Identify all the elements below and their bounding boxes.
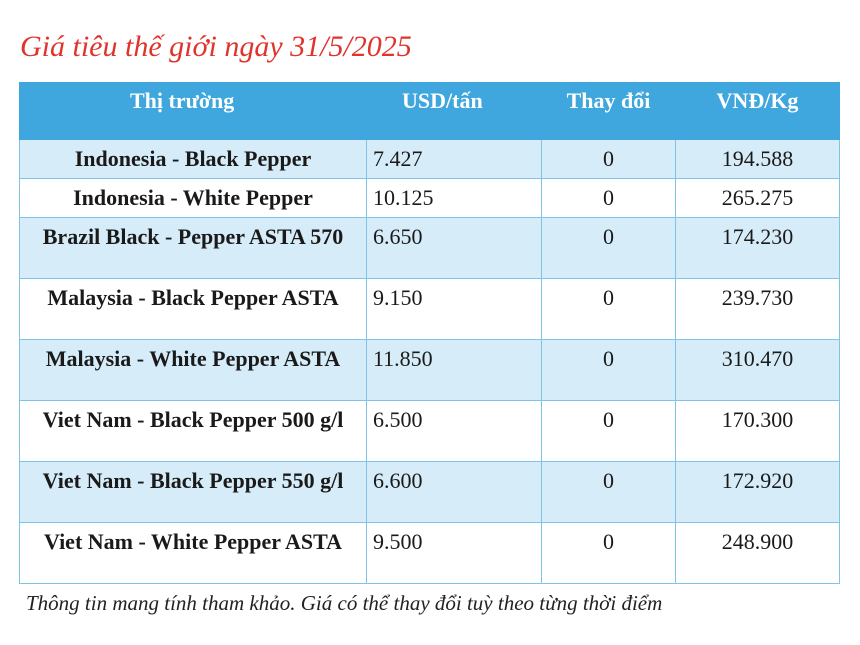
change-cell: 0 [541,278,676,340]
vnd-cell: 265.275 [675,178,840,218]
table-row: Malaysia - White Pepper ASTA 11.850 0 31… [19,339,840,401]
change-cell: 0 [541,139,676,179]
table-row: Indonesia - Black Pepper 7.427 0 194.588 [19,139,840,179]
table-row: Indonesia - White Pepper 10.125 0 265.27… [19,178,840,218]
table-row: Viet Nam - Black Pepper 500 g/l 6.500 0 … [19,400,840,462]
vnd-cell: 194.588 [675,139,840,179]
market-cell: Viet Nam - White Pepper ASTA [19,522,367,584]
header-change: Thay đổi [541,82,676,140]
table-row: Brazil Black - Pepper ASTA 570 6.650 0 1… [19,217,840,279]
table-row: Malaysia - Black Pepper ASTA 9.150 0 239… [19,278,840,340]
page-title: Giá tiêu thế giới ngày 31/5/2025 [20,30,412,63]
change-cell: 0 [541,522,676,584]
usd-cell: 6.500 [366,400,542,462]
change-cell: 0 [541,178,676,218]
table-row: Viet Nam - Black Pepper 550 g/l 6.600 0 … [19,461,840,523]
change-cell: 0 [541,461,676,523]
usd-cell: 11.850 [366,339,542,401]
change-cell: 0 [541,400,676,462]
market-cell: Indonesia - White Pepper [19,178,367,218]
header-market: Thị trường [19,82,367,140]
usd-cell: 10.125 [366,178,542,218]
change-cell: 0 [541,217,676,279]
usd-cell: 6.650 [366,217,542,279]
market-cell: Viet Nam - Black Pepper 550 g/l [19,461,367,523]
pepper-price-table: Thị trường USD/tấn Thay đổi VNĐ/Kg Indon… [19,82,840,584]
vnd-cell: 174.230 [675,217,840,279]
vnd-cell: 172.920 [675,461,840,523]
market-cell: Brazil Black - Pepper ASTA 570 [19,217,367,279]
vnd-cell: 248.900 [675,522,840,584]
vnd-cell: 170.300 [675,400,840,462]
header-usd-per-ton: USD/tấn [366,82,542,140]
usd-cell: 6.600 [366,461,542,523]
usd-cell: 9.500 [366,522,542,584]
usd-cell: 9.150 [366,278,542,340]
market-cell: Indonesia - Black Pepper [19,139,367,179]
vnd-cell: 310.470 [675,339,840,401]
header-vnd-per-kg: VNĐ/Kg [675,82,840,140]
market-cell: Malaysia - Black Pepper ASTA [19,278,367,340]
market-cell: Malaysia - White Pepper ASTA [19,339,367,401]
table-header-row: Thị trường USD/tấn Thay đổi VNĐ/Kg [19,82,840,140]
table-row: Viet Nam - White Pepper ASTA 9.500 0 248… [19,522,840,584]
usd-cell: 7.427 [366,139,542,179]
market-cell: Viet Nam - Black Pepper 500 g/l [19,400,367,462]
vnd-cell: 239.730 [675,278,840,340]
change-cell: 0 [541,339,676,401]
disclaimer-note: Thông tin mang tính tham khảo. Giá có th… [26,591,663,615]
